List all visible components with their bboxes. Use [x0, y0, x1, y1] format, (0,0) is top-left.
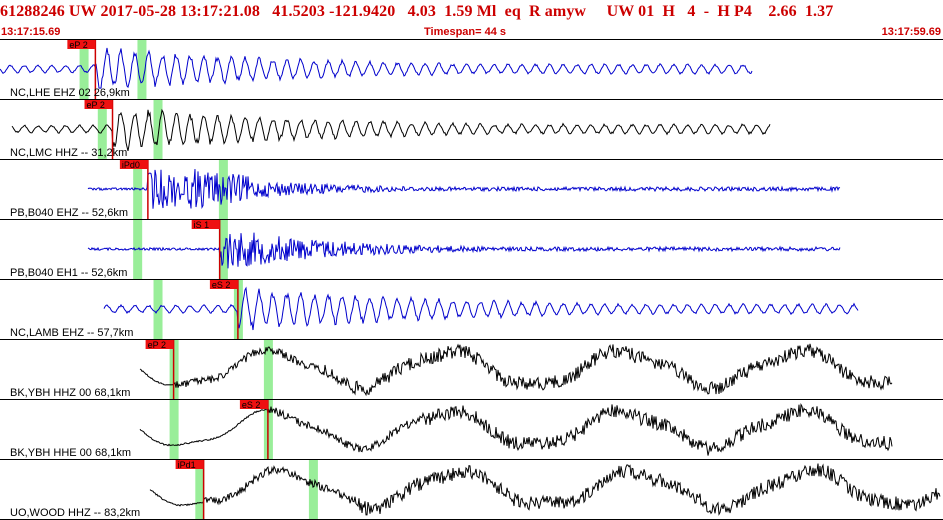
- pick-flag[interactable]: [175, 460, 204, 469]
- pick-flag[interactable]: [191, 220, 220, 229]
- waveform: [0, 47, 753, 89]
- pick-label: eP 2: [148, 340, 166, 350]
- trace-station-label: NC,LAMB EHZ -- 57,7km: [10, 327, 133, 339]
- theoretical-arrival-band: [133, 160, 143, 219]
- pick-label: iPd1: [178, 460, 196, 470]
- waveform: [139, 402, 893, 456]
- trace-station-label: PB,B040 EHZ -- 52,6km: [10, 207, 128, 219]
- pick-flag[interactable]: [84, 100, 113, 109]
- pick-flag[interactable]: [209, 280, 238, 289]
- theoretical-arrival-band: [97, 100, 107, 159]
- pick-label: iS 1: [194, 220, 210, 230]
- pick-flag[interactable]: [119, 160, 148, 169]
- trace-station-label: BK,YBH HHZ 00 68,1km: [10, 387, 130, 399]
- trace-station-label: NC,LHE EHZ 02 26,9km: [10, 87, 130, 99]
- start-time-label: 13:17:15.69: [1, 26, 61, 38]
- event-header: 61288246 UW 2017-05-28 13:17:21.08 41.52…: [0, 0, 943, 39]
- pick-label: eS 2: [242, 400, 261, 410]
- trace-row[interactable]: eS 2 NC,LAMB EHZ -- 57,7km: [0, 280, 943, 340]
- pick-flag[interactable]: [239, 400, 268, 409]
- theoretical-arrival-band: [79, 40, 89, 99]
- trace-row[interactable]: iS 1 PB,B040 EH1 -- 52,6km: [0, 220, 943, 280]
- theoretical-arrival-band: [263, 340, 273, 399]
- pick-flag[interactable]: [67, 40, 96, 49]
- pick-label: iPd0: [122, 160, 140, 170]
- pick-label: eP 2: [69, 40, 87, 50]
- waveform: [87, 169, 841, 209]
- trace-station-label: NC,LMC HHZ -- 31,2km: [10, 147, 127, 159]
- waveform: [103, 286, 859, 331]
- theoretical-arrival-band: [153, 100, 163, 159]
- trace-station-label: BK,YBH HHE 00 68,1km: [10, 447, 131, 459]
- trace-station-label: PB,B040 EH1 -- 52,6km: [10, 267, 127, 279]
- trace-row[interactable]: eP 2 NC,LHE EHZ 02 26,9km: [0, 40, 943, 100]
- trace-row[interactable]: iPd1 UO,WOOD HHZ -- 83,2km: [0, 460, 943, 520]
- waveform: [11, 108, 771, 152]
- theoretical-arrival-band: [195, 460, 205, 519]
- theoretical-arrival-band: [308, 460, 318, 519]
- pick-label: eS 2: [212, 280, 231, 290]
- end-time-label: 13:17:59.69: [881, 26, 941, 38]
- waveform: [87, 232, 841, 269]
- pick-flag[interactable]: [145, 340, 174, 349]
- pick-label: eP 2: [87, 100, 105, 110]
- waveform: [149, 463, 941, 516]
- event-summary-title: 61288246 UW 2017-05-28 13:17:21.08 41.52…: [0, 3, 834, 20]
- theoretical-arrival-band: [137, 40, 147, 99]
- waveform: [139, 343, 893, 397]
- trace-row[interactable]: eS 2 BK,YBH HHE 00 68,1km: [0, 400, 943, 460]
- trace-row[interactable]: eP 2 BK,YBH HHZ 00 68,1km: [0, 340, 943, 400]
- trace-row[interactable]: eP 2 NC,LMC HHZ -- 31,2km: [0, 100, 943, 160]
- theoretical-arrival-band: [169, 400, 179, 459]
- trace-station-label: UO,WOOD HHZ -- 83,2km: [10, 507, 140, 519]
- timespan-label: Timespan= 44 s: [424, 26, 507, 38]
- trace-row[interactable]: iPd0 PB,B040 EHZ -- 52,6km: [0, 160, 943, 220]
